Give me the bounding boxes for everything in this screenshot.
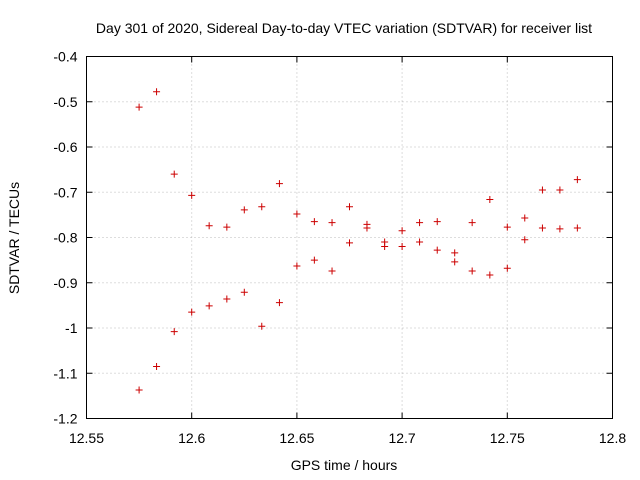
y-tick-label: -0.6: [53, 139, 77, 155]
data-points: [135, 88, 581, 394]
data-point: [486, 271, 494, 279]
data-point: [293, 262, 301, 270]
data-point: [328, 219, 336, 227]
data-point: [573, 224, 581, 232]
y-tick-label: -1.1: [53, 365, 77, 381]
data-point: [223, 295, 231, 303]
data-point: [451, 258, 459, 266]
plot-frame: [86, 56, 613, 419]
data-point: [486, 195, 494, 203]
data-point: [468, 267, 476, 275]
data-point: [135, 386, 143, 394]
data-point: [521, 214, 529, 222]
data-point: [346, 203, 353, 211]
y-tick-label: -0.8: [53, 230, 77, 246]
data-point: [503, 264, 511, 272]
data-point: [258, 203, 266, 211]
data-point: [556, 186, 564, 194]
x-tick-labels: 12.55 12.6 12.65 12.7 12.75 12.8: [69, 430, 626, 446]
data-point: [433, 246, 441, 254]
data-point: [275, 299, 283, 307]
data-point: [416, 238, 424, 246]
data-point: [451, 249, 459, 257]
data-point: [188, 308, 196, 316]
data-point: [205, 222, 213, 230]
y-tick-label: -0.7: [53, 184, 77, 200]
data-point: [170, 170, 178, 178]
data-point: [521, 236, 529, 244]
data-point: [153, 362, 161, 370]
data-point: [153, 88, 161, 96]
data-point: [328, 267, 336, 275]
data-point: [188, 191, 196, 199]
data-point: [205, 302, 213, 310]
x-tick-label: 12.55: [69, 430, 104, 446]
data-point: [346, 239, 353, 247]
y-tick-label: -0.5: [53, 94, 77, 110]
data-point: [170, 328, 178, 336]
y-tick-labels: -1.2 -1.1 -1 -0.9 -0.8 -0.7 -0.6 -0.5 -0.4: [53, 49, 77, 427]
data-point: [381, 243, 389, 251]
data-point: [275, 180, 283, 188]
y-tick-label: -0.4: [53, 49, 77, 65]
y-tick-label: -1.2: [53, 411, 77, 427]
data-point: [135, 103, 143, 111]
x-tick-label: 12.6: [178, 430, 205, 446]
x-tick-label: 12.7: [388, 430, 415, 446]
chart-title: Day 301 of 2020, Sidereal Day-to-day VTE…: [96, 20, 592, 36]
data-point: [240, 206, 248, 214]
data-point: [468, 219, 476, 227]
data-point: [538, 186, 546, 194]
data-point: [573, 176, 581, 184]
data-point: [538, 224, 546, 232]
x-tick-label: 12.75: [490, 430, 525, 446]
y-axis-label: SDTVAR / TECUs: [6, 182, 22, 294]
data-point: [240, 288, 248, 296]
grid: [86, 56, 613, 419]
data-point: [293, 210, 301, 218]
data-point: [310, 256, 318, 264]
data-point: [433, 218, 441, 226]
ticks: [86, 56, 613, 419]
data-point: [503, 223, 511, 231]
data-point: [556, 225, 564, 233]
data-point: [223, 223, 231, 231]
data-point: [258, 322, 266, 330]
y-tick-label: -1: [65, 320, 78, 336]
data-point: [398, 227, 406, 235]
data-point: [416, 219, 424, 227]
data-point: [310, 218, 318, 226]
data-point: [363, 224, 371, 232]
y-tick-label: -0.9: [53, 275, 77, 291]
data-point: [398, 243, 406, 251]
x-tick-label: 12.8: [599, 430, 626, 446]
x-axis-label: GPS time / hours: [291, 457, 398, 473]
x-tick-label: 12.65: [279, 430, 314, 446]
